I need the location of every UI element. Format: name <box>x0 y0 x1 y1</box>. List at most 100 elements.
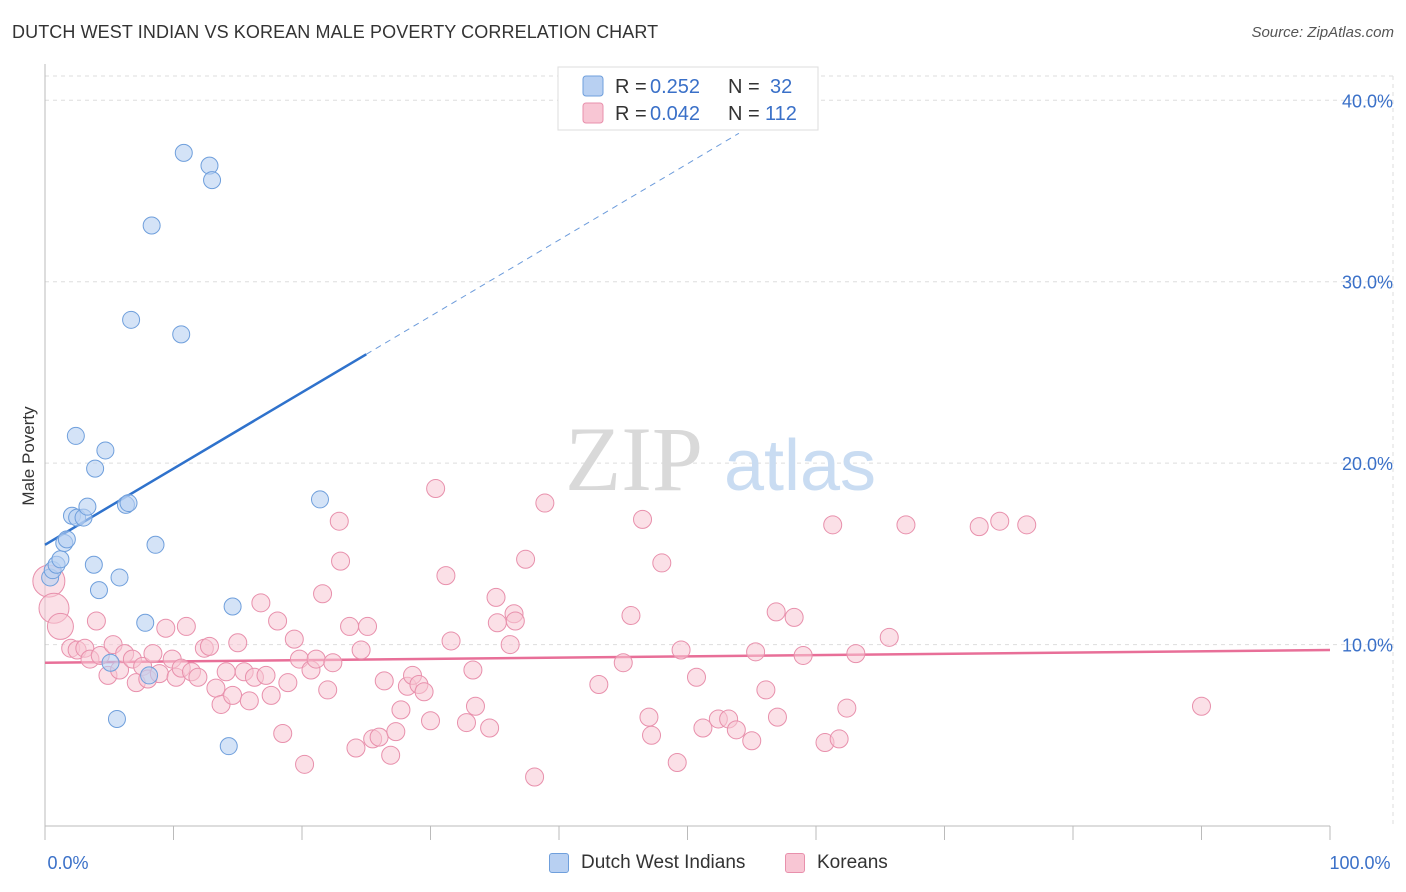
point-korean <box>486 587 506 607</box>
legend-box: R = 0.252 N = 32 R = 0.042 N = 112 <box>557 66 819 131</box>
point-dutch-west-indian <box>174 143 193 162</box>
bottom-legend: Dutch West Indians Koreans <box>0 852 1406 878</box>
point-korean <box>306 649 326 669</box>
point-korean <box>381 745 401 765</box>
watermark-atlas: atlas <box>724 426 876 506</box>
point-dutch-west-indian <box>203 171 222 190</box>
point-korean <box>1017 515 1037 535</box>
point-korean <box>176 616 196 636</box>
point-dutch-west-indian <box>51 550 70 569</box>
point-dutch-west-indian <box>172 325 191 344</box>
point-korean <box>613 653 633 673</box>
point-korean <box>671 640 691 660</box>
point-korean <box>693 718 713 738</box>
point-dutch-west-indian <box>107 709 126 728</box>
point-korean <box>156 618 176 638</box>
point-korean <box>633 509 653 529</box>
point-korean <box>589 674 609 694</box>
point-korean <box>239 691 259 711</box>
legend-n-value-2: 112 <box>765 103 797 125</box>
point-korean <box>642 725 662 745</box>
point-korean <box>426 479 446 499</box>
y-tick-label: 10.0% <box>1342 636 1393 656</box>
point-korean <box>86 611 106 631</box>
point-korean <box>487 613 507 633</box>
point-dutch-west-indian <box>96 441 115 460</box>
point-korean <box>228 633 248 653</box>
point-korean <box>465 696 485 716</box>
point-korean <box>386 722 406 742</box>
point-korean <box>216 662 236 682</box>
legend-swatch-dutch-west-indians <box>549 853 569 873</box>
legend-item-dutch-west-indians: Dutch West Indians <box>549 852 745 874</box>
point-korean <box>261 685 281 705</box>
legend-r-label-1: R = <box>615 76 647 98</box>
trend-lines <box>44 132 1331 664</box>
point-dutch-west-indian <box>89 581 108 600</box>
watermark-zip: ZIP <box>565 408 703 510</box>
point-korean <box>525 767 545 787</box>
point-korean <box>823 515 843 535</box>
source-label: Source: ZipAtlas.com <box>1251 24 1394 41</box>
point-korean <box>313 584 333 604</box>
point-korean <box>331 551 351 571</box>
point-korean <box>756 680 776 700</box>
point-korean <box>1192 696 1211 716</box>
legend-label-koreans: Koreans <box>817 852 888 873</box>
legend-swatch-koreans <box>785 853 805 873</box>
point-korean <box>346 738 366 758</box>
point-dutch-west-indian <box>219 737 238 756</box>
point-korean <box>846 644 866 664</box>
legend-swatch-pink <box>582 102 604 124</box>
point-korean <box>500 635 520 655</box>
point-korean <box>667 753 687 772</box>
point-korean <box>323 653 343 673</box>
point-korean <box>896 515 916 535</box>
point-dutch-west-indian <box>66 426 85 445</box>
point-korean <box>746 642 766 662</box>
point-korean <box>256 665 276 685</box>
point-dutch-west-indian <box>57 530 76 549</box>
point-dutch-west-indian <box>310 490 329 509</box>
point-korean <box>329 511 349 531</box>
point-dutch-west-indian <box>140 666 159 685</box>
point-dutch-west-indian <box>101 653 120 672</box>
x-tick-max: 100.0% <box>1329 853 1390 873</box>
point-korean <box>480 718 500 738</box>
point-dutch-west-indian <box>119 494 138 513</box>
y-tick-label: 20.0% <box>1342 454 1393 474</box>
point-korean <box>295 754 315 774</box>
chart-title: DUTCH WEST INDIAN VS KOREAN MALE POVERTY… <box>12 22 659 42</box>
point-korean <box>278 673 298 693</box>
point-dutch-west-indian <box>136 613 155 632</box>
point-korean <box>340 616 360 636</box>
point-korean <box>784 607 804 627</box>
point-korean <box>742 731 762 751</box>
point-dutch-west-indian <box>78 497 97 516</box>
data-points <box>32 143 1211 787</box>
point-korean <box>621 606 641 626</box>
axes <box>44 64 1331 840</box>
point-korean <box>351 640 371 660</box>
point-dutch-west-indian <box>86 459 105 478</box>
point-korean <box>652 553 672 573</box>
point-korean <box>206 678 226 698</box>
point-korean <box>837 698 857 718</box>
legend-r-value-2: 0.042 <box>650 103 700 125</box>
point-korean <box>463 660 483 680</box>
point-korean <box>143 644 163 664</box>
point-korean <box>767 707 787 727</box>
point-korean <box>441 631 461 651</box>
legend-label-dutch-west-indians: Dutch West Indians <box>581 852 746 873</box>
point-korean <box>391 700 411 720</box>
point-korean <box>268 611 288 631</box>
point-dutch-west-indian <box>122 310 141 329</box>
point-korean <box>46 612 74 640</box>
point-dutch-west-indian <box>110 568 129 587</box>
point-korean <box>374 671 394 691</box>
point-korean <box>436 566 456 586</box>
point-dutch-west-indian <box>223 597 242 616</box>
legend-n-value-1: 32 <box>770 76 792 98</box>
point-korean <box>358 616 378 636</box>
